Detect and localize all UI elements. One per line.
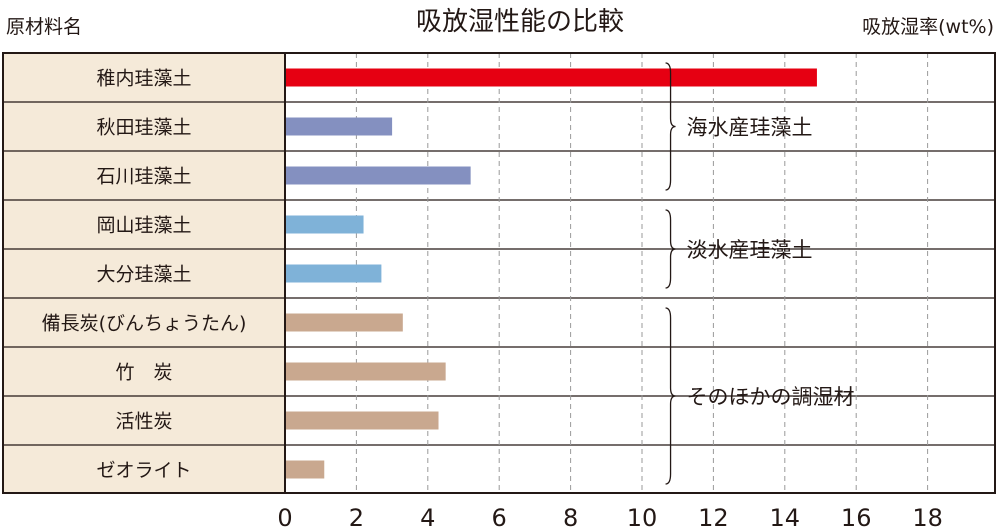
bar [285,313,403,332]
group-label: 海水産珪藻土 [687,116,813,140]
x-tick-label: 16 [841,504,872,531]
bar [285,411,439,430]
bar [285,117,393,136]
category-label: 大分珪藻土 [96,264,191,286]
bar [285,215,364,234]
x-tick-label: 2 [349,504,364,531]
group-label: 淡水産珪藻土 [687,238,813,262]
gridlines [355,53,929,493]
category-header: 原材料名 [6,16,82,38]
group-bracket [665,209,676,289]
value-header: 吸放湿率(wt%) [862,16,994,38]
bar [285,362,446,381]
category-label: 活性炭 [115,411,172,433]
group-bracket [665,62,676,191]
outer-border [2,52,996,494]
bar [285,166,471,185]
x-tick-label: 0 [277,504,292,531]
category-label: 竹 炭 [115,362,172,384]
x-tick-label: 8 [563,504,578,531]
category-label: ゼオライト [96,460,191,482]
label-panel-bg [3,53,285,493]
x-tick-label: 18 [912,504,943,531]
x-tick-labels: 0 2 4 6 8 10 12 14 16 18 [277,504,943,531]
plot-frame [2,52,996,494]
group-label: そのほかの調湿材 [687,385,855,409]
bar [285,264,382,283]
bar [285,68,817,87]
x-tick-label: 14 [770,504,801,531]
category-label: 秋田珪藻土 [96,117,191,139]
group-bracket [665,307,676,485]
bar [285,460,325,479]
category-label: 石川珪藻土 [96,166,191,188]
chart-title: 吸放湿性能の比較 [416,7,624,37]
category-label: 岡山珪藻土 [96,215,191,237]
x-tick-label: 6 [492,504,507,531]
x-tick-label: 12 [698,504,729,531]
bars [285,68,817,479]
category-label: 稚内珪藻土 [96,68,191,90]
x-tick-label: 10 [627,504,658,531]
category-label: 備長炭(びんちょうたん) [42,313,247,335]
x-tick-label: 4 [420,504,435,531]
